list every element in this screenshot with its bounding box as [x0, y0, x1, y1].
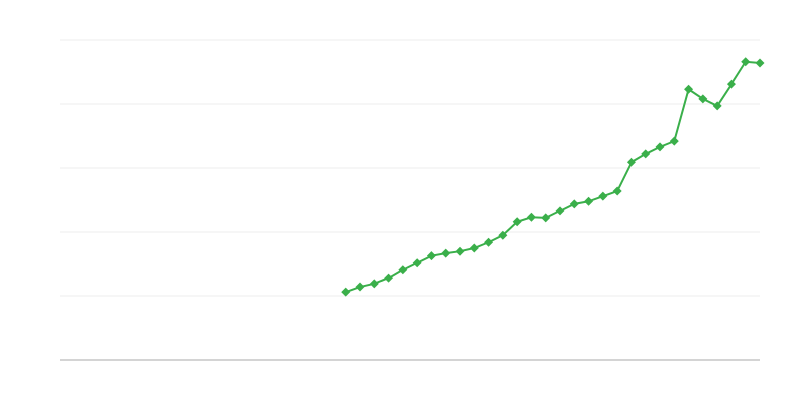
point: [712, 101, 722, 111]
point: [341, 287, 351, 297]
point: [569, 199, 579, 209]
point: [555, 206, 565, 216]
point: [698, 94, 708, 104]
point: [398, 265, 408, 275]
point: [484, 237, 494, 247]
point: [669, 136, 679, 146]
point: [655, 142, 665, 152]
point: [726, 79, 736, 89]
point: [355, 282, 365, 292]
point: [441, 248, 451, 258]
point: [626, 157, 636, 167]
point: [384, 273, 394, 283]
point: [512, 217, 522, 227]
point: [526, 212, 536, 222]
point: [684, 84, 694, 94]
point: [498, 230, 508, 240]
point: [755, 58, 765, 68]
point: [369, 279, 379, 289]
point: [412, 258, 422, 268]
point: [641, 149, 651, 159]
point: [584, 196, 594, 206]
point: [426, 251, 436, 261]
line: [345, 60, 761, 294]
point: [469, 243, 479, 253]
point: [741, 57, 751, 67]
point: [455, 246, 465, 256]
point: [541, 213, 551, 223]
point: [598, 191, 608, 201]
point: [612, 186, 622, 196]
